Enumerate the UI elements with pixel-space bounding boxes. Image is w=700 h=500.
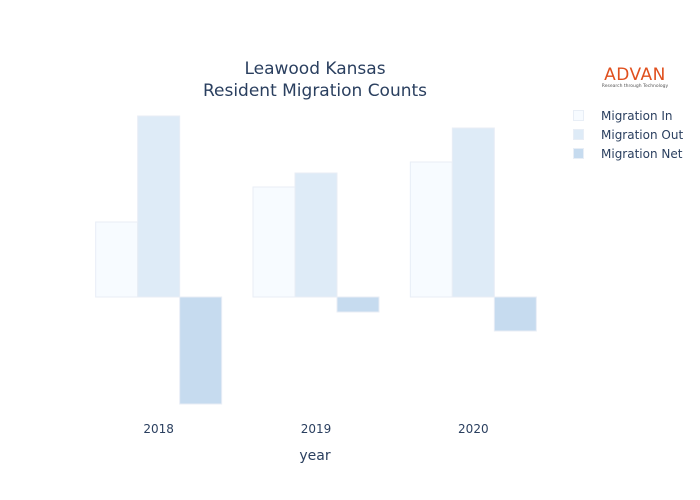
legend-swatch bbox=[573, 148, 584, 159]
x-tick-label: 2018 bbox=[143, 422, 174, 436]
logo-name: ADVAN bbox=[604, 65, 666, 85]
bar-migration-out-2019[interactable] bbox=[294, 172, 338, 298]
legend-item-migration-net[interactable]: Migration Net bbox=[573, 144, 683, 163]
bar-migration-out-2018[interactable] bbox=[137, 115, 181, 298]
legend: Migration In Migration Out Migration Net bbox=[573, 106, 683, 163]
legend-swatch bbox=[573, 110, 584, 121]
legend-item-migration-in[interactable]: Migration In bbox=[573, 106, 683, 125]
legend-label: Migration Net bbox=[601, 146, 683, 161]
bar-migration-in-2019[interactable] bbox=[252, 186, 296, 298]
bar-migration-out-2020[interactable] bbox=[451, 127, 495, 298]
x-tick-label: 2019 bbox=[301, 422, 332, 436]
x-tick-label: 2020 bbox=[458, 422, 489, 436]
chart-title-line1: Leawood Kansas bbox=[244, 59, 386, 79]
logo-tagline: Research through Technology bbox=[601, 84, 669, 89]
chart-title-line2: Resident Migration Counts bbox=[202, 81, 428, 101]
legend-label: Migration Out bbox=[601, 127, 684, 142]
advan-logo: ADVAN Research through Technology bbox=[600, 66, 670, 89]
bar-migration-net-2020[interactable] bbox=[493, 296, 537, 332]
legend-item-migration-out[interactable]: Migration Out bbox=[573, 125, 683, 144]
legend-swatch bbox=[573, 129, 584, 140]
bar-migration-in-2018[interactable] bbox=[95, 221, 139, 298]
bar-migration-net-2019[interactable] bbox=[336, 296, 380, 313]
bar-migration-net-2018[interactable] bbox=[179, 296, 223, 405]
legend-label: Migration In bbox=[601, 108, 673, 123]
bar-migration-in-2020[interactable] bbox=[409, 161, 453, 298]
x-axis-title: year bbox=[299, 448, 331, 464]
